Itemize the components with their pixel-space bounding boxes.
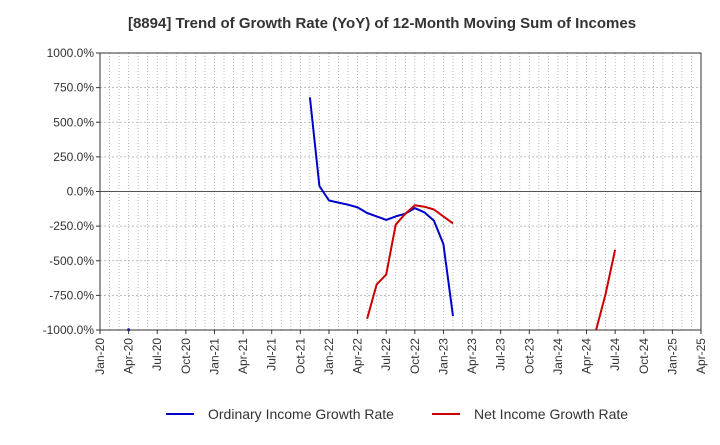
x-tick-label: Oct-23 — [522, 338, 536, 374]
x-tick-label: Oct-24 — [637, 338, 651, 374]
y-tick-label: 1000.0% — [47, 46, 95, 60]
legend-label-net: Net Income Growth Rate — [474, 406, 628, 422]
x-tick-label: Jul-24 — [608, 338, 622, 371]
series-line-net-income — [366, 204, 454, 320]
y-tick-label: -500.0% — [49, 254, 94, 268]
x-tick-label: Apr-22 — [351, 338, 365, 374]
series-line-net-income-2024 — [595, 249, 617, 331]
x-tick-label: Jan-24 — [551, 338, 565, 375]
x-tick-label: Jan-21 — [207, 338, 221, 375]
series-line-ordinary-income — [308, 97, 454, 317]
x-tick-label: Apr-20 — [122, 338, 136, 374]
x-tick-label: Oct-21 — [293, 338, 307, 374]
x-tick-label: Apr-24 — [580, 338, 594, 374]
grid — [100, 52, 701, 331]
x-tick-label: Jan-22 — [322, 338, 336, 375]
x-tick-label: Oct-22 — [408, 338, 422, 374]
x-tick-label: Jul-21 — [265, 338, 279, 371]
y-tick-label: -750.0% — [49, 288, 94, 302]
legend-label-ordinary: Ordinary Income Growth Rate — [208, 406, 394, 422]
y-tick-label: 750.0% — [53, 81, 94, 95]
x-tick-label: Jul-23 — [494, 338, 508, 371]
plot-border — [99, 52, 702, 331]
x-tick-label: Jan-23 — [436, 338, 450, 375]
x-tick-label: Jan-20 — [93, 338, 107, 375]
x-tick-label: Apr-25 — [694, 338, 708, 374]
x-tick-label: Oct-20 — [179, 338, 193, 374]
chart-title: [8894] Trend of Growth Rate (YoY) of 12-… — [128, 15, 636, 32]
series-lines — [127, 97, 617, 332]
y-tick-label: 250.0% — [53, 150, 94, 164]
y-tick-label: -250.0% — [49, 219, 94, 233]
x-tick-label: Jul-22 — [379, 338, 393, 371]
x-tick-label: Jan-25 — [665, 338, 679, 375]
axes: 1000.0% 750.0% 500.0% 250.0% 0.0% -250.0% -500… — [43, 46, 708, 375]
y-tick-label: 500.0% — [53, 115, 94, 129]
y-tick-label: 0.0% — [67, 185, 95, 199]
legend: Ordinary Income Growth Rate Net Income G… — [166, 406, 628, 422]
x-tick-label: Jul-20 — [150, 338, 164, 371]
y-tick-label: -1000.0% — [43, 323, 95, 337]
x-tick-label: Apr-21 — [236, 338, 250, 374]
x-tick-label: Apr-23 — [465, 338, 479, 374]
